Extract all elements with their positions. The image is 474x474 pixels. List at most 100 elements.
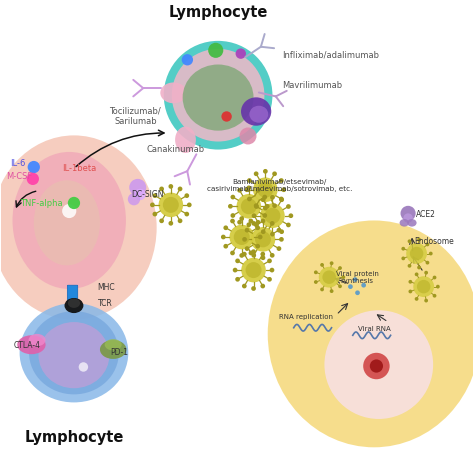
Circle shape [252, 213, 256, 218]
Circle shape [277, 228, 282, 233]
Ellipse shape [400, 219, 409, 227]
Circle shape [270, 253, 274, 258]
Circle shape [267, 258, 272, 263]
Ellipse shape [135, 189, 146, 200]
Circle shape [245, 246, 249, 251]
Text: Viral RNA: Viral RNA [358, 326, 391, 332]
Circle shape [408, 264, 411, 268]
Circle shape [254, 223, 259, 228]
Circle shape [245, 187, 249, 192]
Circle shape [257, 182, 273, 198]
Text: DC-SIGN: DC-SIGN [131, 190, 164, 199]
Circle shape [242, 252, 246, 256]
Circle shape [254, 172, 258, 176]
Ellipse shape [182, 64, 254, 131]
Circle shape [279, 237, 284, 242]
Circle shape [251, 286, 256, 291]
Circle shape [270, 268, 274, 273]
Circle shape [320, 263, 324, 267]
Circle shape [353, 277, 357, 282]
Circle shape [341, 275, 345, 279]
Text: RNA replication: RNA replication [279, 314, 333, 320]
Circle shape [159, 219, 164, 223]
Text: Canakinumab: Canakinumab [146, 145, 205, 154]
Ellipse shape [175, 127, 196, 153]
Circle shape [68, 197, 80, 209]
Text: Viral protein
synthesis: Viral protein synthesis [336, 271, 379, 283]
Circle shape [361, 283, 366, 288]
Circle shape [79, 362, 88, 372]
Circle shape [239, 216, 244, 221]
Circle shape [246, 185, 251, 190]
Circle shape [355, 291, 360, 295]
Ellipse shape [128, 193, 140, 205]
Circle shape [254, 204, 259, 209]
Circle shape [251, 249, 256, 254]
Circle shape [168, 184, 173, 189]
Circle shape [247, 197, 252, 201]
Circle shape [272, 203, 277, 208]
Circle shape [182, 54, 193, 65]
Circle shape [239, 253, 244, 258]
Circle shape [208, 43, 223, 58]
Circle shape [235, 258, 240, 263]
Circle shape [172, 49, 264, 142]
Circle shape [263, 206, 268, 210]
Circle shape [251, 253, 256, 258]
Circle shape [241, 198, 257, 214]
Circle shape [319, 267, 339, 288]
Circle shape [415, 273, 419, 276]
Circle shape [410, 247, 423, 260]
Circle shape [413, 276, 434, 297]
Text: Bamlanivimab/etsevimab/
casirivimab/imdevimab/sotrovimab, etc.: Bamlanivimab/etsevimab/ casirivimab/imde… [207, 180, 352, 192]
Circle shape [168, 221, 173, 226]
Ellipse shape [160, 82, 187, 103]
Circle shape [221, 235, 226, 239]
Text: Tocilizumab/
Sarilumab: Tocilizumab/ Sarilumab [109, 107, 161, 126]
Circle shape [330, 289, 334, 293]
Ellipse shape [129, 179, 146, 196]
Circle shape [433, 275, 437, 279]
Ellipse shape [34, 180, 100, 265]
Circle shape [277, 246, 282, 251]
Ellipse shape [29, 311, 119, 394]
Circle shape [255, 231, 271, 247]
Circle shape [242, 237, 247, 242]
Circle shape [163, 197, 179, 213]
Circle shape [150, 202, 155, 207]
Circle shape [286, 223, 291, 228]
Circle shape [237, 220, 242, 225]
Circle shape [246, 222, 251, 227]
Circle shape [223, 226, 228, 230]
Circle shape [363, 353, 390, 379]
Ellipse shape [241, 97, 271, 126]
Circle shape [178, 219, 182, 223]
Circle shape [184, 212, 189, 217]
Circle shape [330, 261, 334, 265]
Text: CTLA-4: CTLA-4 [13, 341, 40, 350]
Circle shape [408, 239, 411, 243]
Circle shape [338, 284, 342, 288]
Circle shape [258, 235, 263, 239]
Circle shape [27, 161, 40, 173]
Circle shape [282, 187, 286, 192]
Circle shape [255, 220, 260, 225]
Circle shape [253, 177, 278, 202]
Circle shape [235, 277, 240, 282]
Ellipse shape [268, 220, 474, 447]
Circle shape [424, 271, 428, 274]
Circle shape [409, 290, 412, 293]
Circle shape [237, 194, 261, 219]
Circle shape [159, 187, 164, 191]
Circle shape [289, 213, 293, 218]
Circle shape [221, 111, 232, 122]
Circle shape [322, 270, 336, 284]
Circle shape [260, 283, 265, 288]
Circle shape [251, 227, 275, 252]
Circle shape [415, 297, 419, 301]
Circle shape [417, 237, 421, 241]
Circle shape [279, 178, 283, 183]
Ellipse shape [100, 340, 127, 359]
Ellipse shape [105, 339, 122, 350]
Text: Lymphocyte: Lymphocyte [24, 430, 124, 446]
